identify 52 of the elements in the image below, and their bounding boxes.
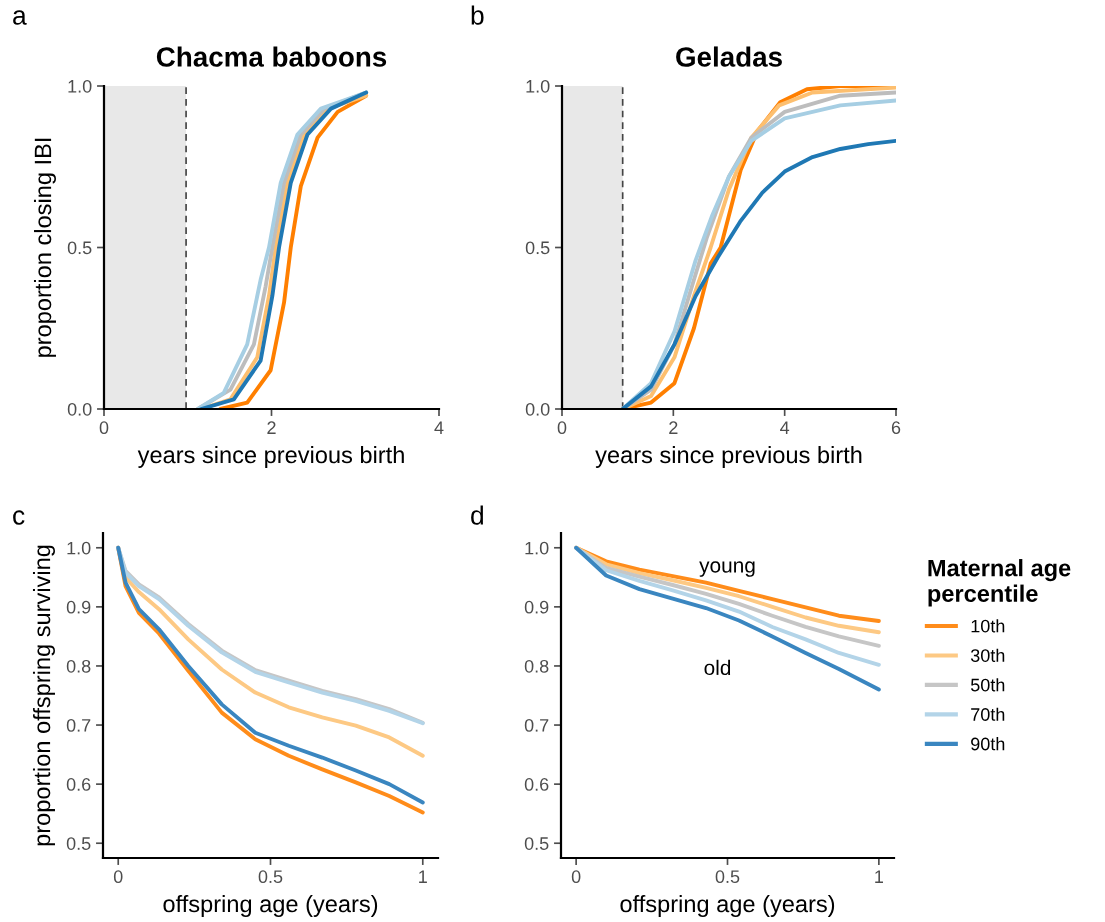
y-tick-label: 1.0: [67, 541, 91, 555]
y-tick-label: 0.6: [524, 778, 549, 791]
y-tick-label: 0.8: [524, 659, 549, 673]
legend-label: 30th: [970, 648, 1005, 662]
text: a: [13, 10, 27, 25]
x-tick-label: 0.5: [715, 870, 740, 884]
x-axis-title: offspring age (years): [620, 894, 835, 917]
y-tick-label: 0.5: [66, 837, 91, 850]
y-axis-title: proportion closing IBI: [33, 138, 56, 357]
x-tick-label: 2: [669, 421, 678, 434]
x-tick-label: 1: [419, 870, 427, 883]
x-tick-label: 0: [113, 870, 123, 884]
x-tick-label: 2: [267, 421, 276, 434]
y-tick-label: 0.6: [66, 778, 91, 791]
y-tick-label: 0.0: [67, 402, 92, 416]
annotation: young: [699, 561, 755, 577]
y-tick-label: 0.9: [66, 600, 91, 614]
y-tick-label: 1.0: [526, 79, 550, 93]
x-tick-label: 0: [571, 870, 581, 884]
y-tick-label: 0.7: [524, 718, 549, 732]
legend-label: 50th: [970, 678, 1005, 692]
chart-title: Geladas: [676, 46, 782, 67]
y-axis-title: proportion offspring surviving: [32, 545, 55, 846]
x-axis-title: years since previous birth: [137, 445, 404, 468]
x-tick-label: 6: [891, 421, 901, 435]
y-tick-label: 0.5: [525, 241, 550, 255]
y-tick-label: 0.5: [67, 241, 92, 255]
text: b: [471, 5, 484, 25]
legend-label: 10th: [971, 619, 1005, 633]
y-tick-label: 0.9: [524, 600, 549, 614]
x-tick-label: 4: [434, 421, 444, 434]
y-tick-label: 0.5: [524, 837, 549, 850]
x-tick-label: 0.5: [258, 870, 283, 884]
legend-title: Maternal age percentile: [928, 559, 1071, 607]
y-tick-label: 0.0: [525, 402, 550, 416]
x-tick-label: 0: [557, 421, 567, 435]
y-tick-label: 0.7: [66, 718, 91, 732]
annotation: old: [704, 659, 731, 676]
chart-title: Chacma baboons: [156, 46, 387, 67]
text: d: [471, 505, 483, 525]
text: c: [13, 510, 25, 525]
y-tick-label: 1.0: [525, 541, 549, 555]
y-tick-label: 0.8: [66, 659, 91, 673]
y-tick-label: 1.0: [68, 79, 92, 93]
legend-label: 70th: [971, 707, 1005, 721]
line-series: [574, 545, 881, 692]
x-tick-label: 4: [780, 421, 790, 434]
x-axis-title: offspring age (years): [163, 894, 378, 917]
legend-label: 90th: [971, 737, 1005, 751]
x-tick-label: 1: [875, 870, 883, 883]
x-tick-label: 0: [99, 421, 109, 435]
x-axis-title: years since previous birth: [595, 445, 862, 468]
